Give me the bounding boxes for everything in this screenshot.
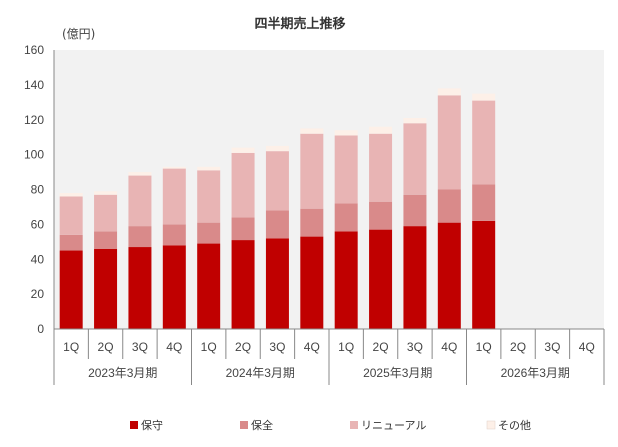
x-tick-label: 1Q bbox=[338, 340, 354, 354]
x-tick-label: 1Q bbox=[201, 340, 217, 354]
legend-swatch bbox=[130, 421, 138, 429]
x-tick-label: 2Q bbox=[98, 340, 114, 354]
bar-segment bbox=[197, 222, 221, 244]
bar-segment bbox=[437, 95, 461, 190]
bar-segment bbox=[265, 145, 289, 152]
bar-segment bbox=[59, 196, 83, 235]
bar-segment bbox=[369, 229, 393, 329]
bar-segment bbox=[231, 152, 255, 218]
chart-title: 四半期売上推移 bbox=[254, 16, 345, 32]
legend-swatch bbox=[486, 420, 496, 430]
bar-segment bbox=[128, 175, 152, 227]
bar-segment bbox=[403, 194, 427, 227]
bar-segment bbox=[59, 250, 83, 329]
x-tick-label: 2Q bbox=[235, 340, 251, 354]
bar-segment bbox=[231, 240, 255, 329]
bar-segment bbox=[437, 222, 461, 329]
group-label: 2023年3月期 bbox=[88, 366, 157, 380]
bar-segment bbox=[472, 220, 496, 329]
x-tick-label: 1Q bbox=[63, 340, 79, 354]
bar-segment bbox=[162, 168, 186, 225]
bar-segment bbox=[300, 133, 324, 209]
x-tick-label: 4Q bbox=[304, 340, 320, 354]
x-tick-label: 3Q bbox=[269, 340, 285, 354]
bar-segment bbox=[94, 248, 118, 329]
x-tick-label: 3Q bbox=[132, 340, 148, 354]
legend-label: 保守 bbox=[141, 418, 163, 432]
bar-segment bbox=[197, 170, 221, 223]
legend: 保守 保全 リニューアル その他 bbox=[130, 418, 531, 432]
bar-segment bbox=[403, 226, 427, 329]
bar-segment bbox=[231, 147, 255, 153]
y-tick-label: 60 bbox=[31, 217, 45, 231]
bar-segment bbox=[472, 93, 496, 101]
x-tick-label: 3Q bbox=[407, 340, 423, 354]
bar-segment bbox=[162, 245, 186, 329]
bar-segment bbox=[369, 201, 393, 230]
bar-segment bbox=[128, 247, 152, 329]
x-tick-label: 2Q bbox=[510, 340, 526, 354]
legend-label: リニューアル bbox=[361, 419, 426, 432]
y-tick-label: 120 bbox=[24, 113, 44, 127]
legend-swatch bbox=[350, 421, 358, 429]
bar-segment bbox=[334, 231, 358, 329]
bar-segment bbox=[265, 151, 289, 211]
bar-segment bbox=[94, 191, 118, 195]
bar-segment bbox=[59, 192, 83, 197]
x-tick-label: 4Q bbox=[579, 340, 595, 354]
bar-segment bbox=[94, 231, 118, 249]
bar-segment bbox=[472, 184, 496, 221]
legend-label: 保全 bbox=[251, 418, 273, 432]
x-tick-label: 4Q bbox=[441, 340, 457, 354]
bar-segment bbox=[472, 100, 496, 185]
x-tick-label: 4Q bbox=[166, 340, 182, 354]
bar-segment bbox=[300, 208, 324, 237]
bar-segment bbox=[128, 172, 152, 176]
y-tick-label: 80 bbox=[31, 183, 45, 197]
bar-segment bbox=[231, 217, 255, 241]
x-tick-label: 1Q bbox=[476, 340, 492, 354]
bar-segment bbox=[162, 166, 186, 169]
group-label: 2024年3月期 bbox=[226, 366, 295, 380]
x-tick-label: 3Q bbox=[544, 340, 560, 354]
bar-segment bbox=[197, 243, 221, 329]
bar-segment bbox=[197, 166, 221, 171]
group-label: 2025年3月期 bbox=[363, 366, 432, 380]
y-tick-label: 160 bbox=[24, 43, 44, 57]
y-tick-label: 0 bbox=[37, 322, 44, 336]
y-unit-label: (億円) bbox=[62, 27, 95, 41]
bar-segment bbox=[265, 210, 289, 239]
bar-segment bbox=[94, 194, 118, 232]
bar-segment bbox=[128, 226, 152, 248]
y-tick-label: 40 bbox=[31, 252, 45, 266]
bar-segment bbox=[300, 236, 324, 329]
y-tick-label: 140 bbox=[24, 78, 44, 92]
bar-segment bbox=[437, 88, 461, 96]
bar-segment bbox=[334, 135, 358, 204]
legend-label: その他 bbox=[498, 419, 531, 432]
bar-segment bbox=[265, 238, 289, 329]
bar-segment bbox=[59, 234, 83, 251]
bar-segment bbox=[334, 130, 358, 136]
legend-swatch bbox=[240, 421, 248, 429]
bar-segment bbox=[403, 123, 427, 195]
bar-segment bbox=[162, 224, 186, 246]
bar-segment bbox=[334, 203, 358, 232]
bar-segment bbox=[437, 189, 461, 223]
bar-segment bbox=[300, 128, 324, 134]
bar-segment bbox=[369, 126, 393, 134]
y-tick-label: 20 bbox=[31, 287, 45, 301]
bar-segment bbox=[403, 118, 427, 124]
group-label: 2026年3月期 bbox=[501, 366, 570, 380]
y-tick-label: 100 bbox=[24, 148, 44, 162]
bar-segment bbox=[369, 133, 393, 202]
x-tick-label: 2Q bbox=[373, 340, 389, 354]
